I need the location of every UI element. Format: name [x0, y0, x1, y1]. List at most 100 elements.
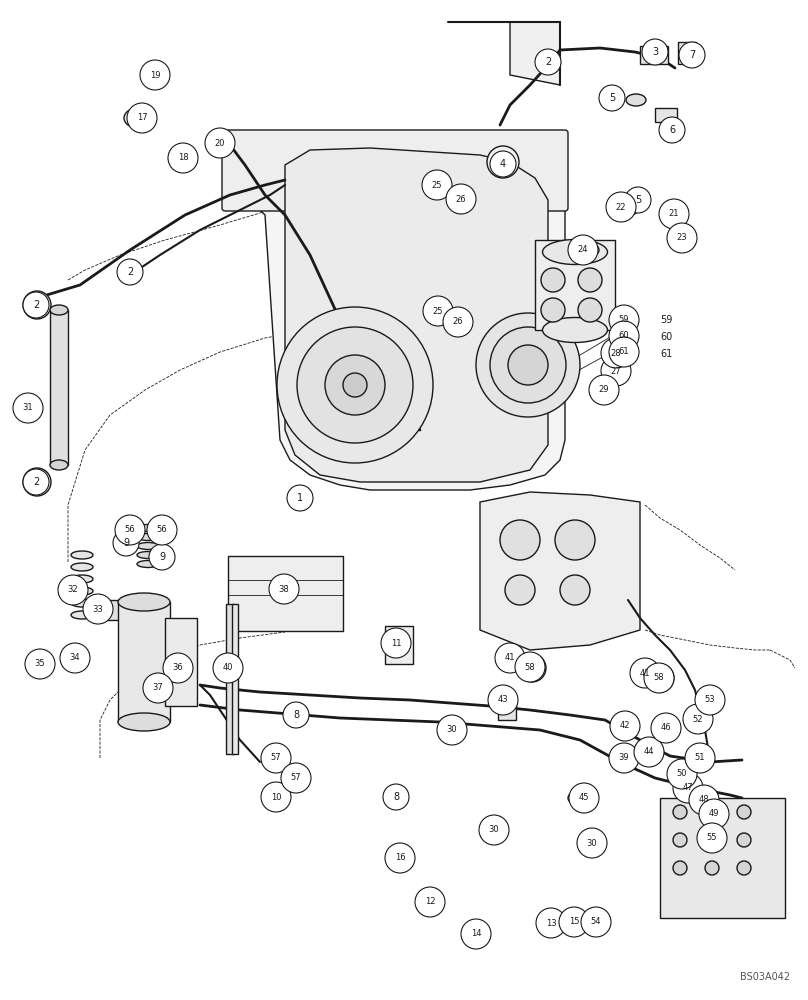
Bar — [232, 604, 238, 754]
Circle shape — [601, 338, 631, 368]
Text: 26: 26 — [452, 318, 463, 326]
Circle shape — [508, 345, 548, 385]
Circle shape — [490, 151, 516, 177]
Bar — [228, 556, 343, 631]
Circle shape — [168, 143, 198, 173]
Text: 59: 59 — [660, 315, 672, 325]
Circle shape — [555, 520, 595, 560]
Text: 41: 41 — [505, 654, 516, 662]
Ellipse shape — [287, 772, 305, 784]
Circle shape — [673, 861, 687, 875]
Circle shape — [60, 643, 90, 673]
Ellipse shape — [50, 305, 68, 315]
Bar — [655, 108, 677, 122]
Circle shape — [697, 823, 727, 853]
Text: 19: 19 — [149, 70, 160, 80]
Ellipse shape — [71, 599, 93, 607]
Circle shape — [479, 815, 509, 845]
Circle shape — [609, 321, 639, 351]
Bar — [660, 798, 785, 918]
Text: 60: 60 — [660, 332, 672, 342]
Circle shape — [261, 782, 291, 812]
Circle shape — [23, 292, 49, 318]
Text: 33: 33 — [93, 604, 103, 613]
Circle shape — [25, 649, 55, 679]
Circle shape — [578, 298, 602, 322]
Circle shape — [476, 313, 580, 417]
Circle shape — [297, 327, 413, 443]
Text: 31: 31 — [23, 403, 33, 412]
Circle shape — [269, 574, 299, 604]
Circle shape — [383, 784, 409, 810]
Text: 15: 15 — [569, 918, 579, 926]
Text: 34: 34 — [69, 654, 80, 662]
Text: 48: 48 — [699, 796, 709, 804]
Circle shape — [685, 743, 715, 773]
Circle shape — [117, 259, 143, 285]
Text: 28: 28 — [611, 349, 621, 358]
Circle shape — [213, 653, 243, 683]
Text: 41: 41 — [640, 668, 650, 678]
Polygon shape — [220, 135, 565, 490]
Text: 13: 13 — [545, 918, 557, 928]
Ellipse shape — [539, 915, 561, 931]
Circle shape — [642, 39, 668, 65]
Text: 9: 9 — [123, 538, 129, 548]
Text: 6: 6 — [669, 125, 675, 135]
Text: 5: 5 — [609, 93, 615, 103]
Text: 18: 18 — [178, 153, 188, 162]
Circle shape — [515, 652, 545, 682]
Ellipse shape — [137, 560, 159, 568]
Ellipse shape — [481, 823, 507, 837]
Text: 27: 27 — [611, 366, 621, 375]
Text: 56: 56 — [124, 526, 135, 534]
Ellipse shape — [610, 198, 640, 216]
Text: 30: 30 — [587, 838, 597, 848]
Circle shape — [577, 828, 607, 858]
Circle shape — [599, 85, 625, 111]
Circle shape — [609, 337, 639, 367]
FancyBboxPatch shape — [222, 130, 568, 211]
Ellipse shape — [629, 194, 647, 206]
Ellipse shape — [468, 928, 484, 940]
Circle shape — [683, 704, 713, 734]
Circle shape — [689, 785, 719, 815]
Text: 57: 57 — [271, 754, 281, 762]
Ellipse shape — [71, 551, 93, 559]
Text: 47: 47 — [683, 784, 693, 792]
Circle shape — [630, 658, 660, 688]
Text: 20: 20 — [215, 138, 225, 147]
Circle shape — [437, 715, 467, 745]
Ellipse shape — [71, 587, 93, 595]
Circle shape — [23, 468, 51, 496]
Text: 54: 54 — [591, 918, 601, 926]
Text: 23: 23 — [676, 233, 688, 242]
Circle shape — [578, 268, 602, 292]
Circle shape — [625, 187, 651, 213]
Circle shape — [609, 305, 639, 335]
Ellipse shape — [137, 524, 159, 532]
Circle shape — [127, 103, 157, 133]
Ellipse shape — [267, 752, 285, 764]
Circle shape — [695, 685, 725, 715]
Text: 49: 49 — [709, 810, 719, 818]
Bar — [50, 310, 68, 465]
Circle shape — [446, 184, 476, 214]
Text: 32: 32 — [68, 585, 78, 594]
Circle shape — [541, 268, 565, 292]
Ellipse shape — [542, 239, 608, 264]
Circle shape — [634, 737, 664, 767]
Text: 2: 2 — [33, 300, 39, 310]
Ellipse shape — [124, 108, 152, 128]
Text: 29: 29 — [599, 385, 609, 394]
Circle shape — [673, 833, 687, 847]
Ellipse shape — [71, 563, 93, 571]
Text: 35: 35 — [35, 660, 45, 668]
Ellipse shape — [542, 318, 608, 342]
Text: 53: 53 — [705, 696, 715, 704]
Ellipse shape — [137, 542, 159, 550]
Circle shape — [287, 485, 313, 511]
Circle shape — [500, 520, 540, 560]
Circle shape — [343, 373, 367, 397]
Circle shape — [115, 515, 145, 545]
